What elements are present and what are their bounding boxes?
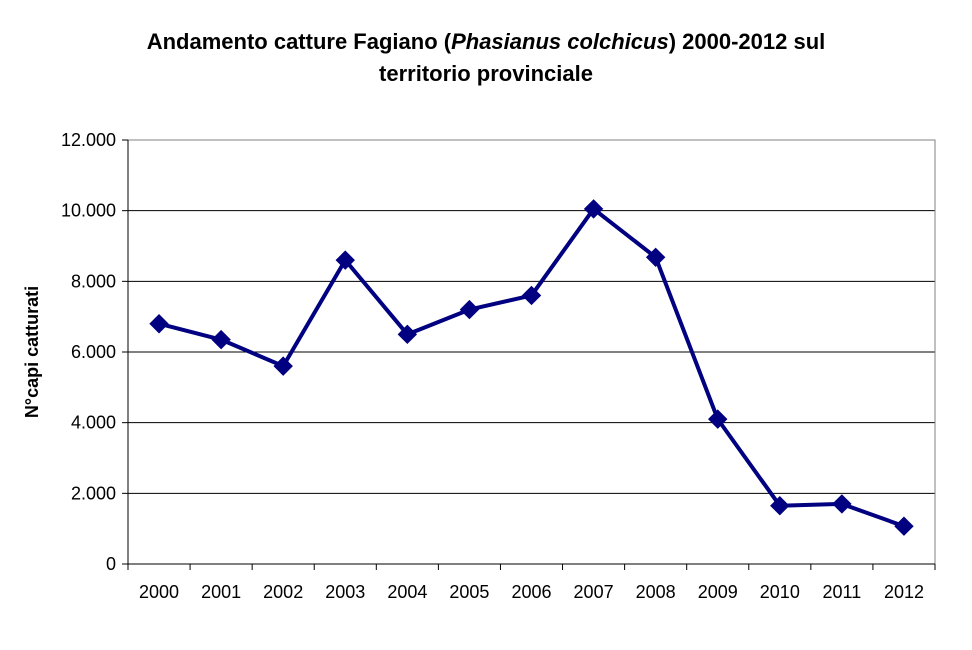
x-tick-label: 2007 (574, 582, 614, 602)
data-point-marker (397, 324, 418, 345)
y-axis-ticks: 0 2.000 4.000 6.000 8.000 10.000 12.000 (61, 130, 128, 574)
x-tick-label: 2003 (325, 582, 365, 602)
x-axis-ticks: 2000 2001 2002 2003 2004 2005 2006 2007 2008 2009… (127, 564, 936, 602)
x-tick-label: 2005 (449, 582, 489, 602)
series-line (158, 206, 905, 529)
x-tick-label: 2012 (884, 582, 924, 602)
data-point-marker (708, 409, 728, 429)
x-tick-label: 2004 (387, 582, 427, 602)
chart-title: Andamento catture Fagiano (Phasianus col… (0, 26, 972, 90)
y-axis-label: N°capi catturati (22, 286, 42, 418)
x-tick-label: 2000 (139, 582, 179, 602)
data-point-marker (149, 314, 169, 334)
data-point-marker (832, 494, 852, 514)
series-group (149, 199, 914, 536)
y-tick-label: 4.000 (71, 413, 116, 433)
y-tick-label: 10.000 (61, 201, 116, 221)
data-point-marker (211, 329, 231, 350)
x-tick-label: 2010 (760, 582, 800, 602)
chart-title-part1: Andamento catture Fagiano ( (146, 29, 452, 54)
y-tick-label: 0 (106, 554, 116, 574)
gridlines (128, 139, 935, 494)
chart-title-species: Phasianus colchicus (451, 29, 669, 54)
chart-title-line-1: Andamento catture Fagiano (Phasianus col… (0, 26, 972, 58)
y-tick-label: 8.000 (71, 271, 116, 291)
data-point-marker (459, 299, 480, 320)
chart-title-part2: ) 2000-2012 sul (668, 29, 826, 54)
chart-title-line-2: territorio provinciale (379, 61, 593, 86)
data-point-marker (583, 199, 604, 219)
x-tick-label: 2008 (636, 582, 676, 602)
y-tick-label: 2.000 (71, 483, 116, 503)
x-tick-label: 2009 (698, 582, 738, 602)
y-tick-label: 6.000 (71, 342, 116, 362)
x-tick-label: 2002 (263, 582, 303, 602)
x-tick-label: 2001 (201, 582, 241, 602)
data-point-marker (335, 250, 355, 270)
data-point-marker (770, 495, 790, 516)
y-tick-label: 12.000 (61, 130, 116, 150)
x-tick-label: 2011 (823, 582, 862, 602)
data-point-marker (273, 356, 293, 376)
data-point-marker (521, 285, 542, 306)
data-point-marker (645, 247, 666, 268)
x-tick-label: 2006 (511, 582, 551, 602)
data-point-marker (894, 516, 914, 536)
